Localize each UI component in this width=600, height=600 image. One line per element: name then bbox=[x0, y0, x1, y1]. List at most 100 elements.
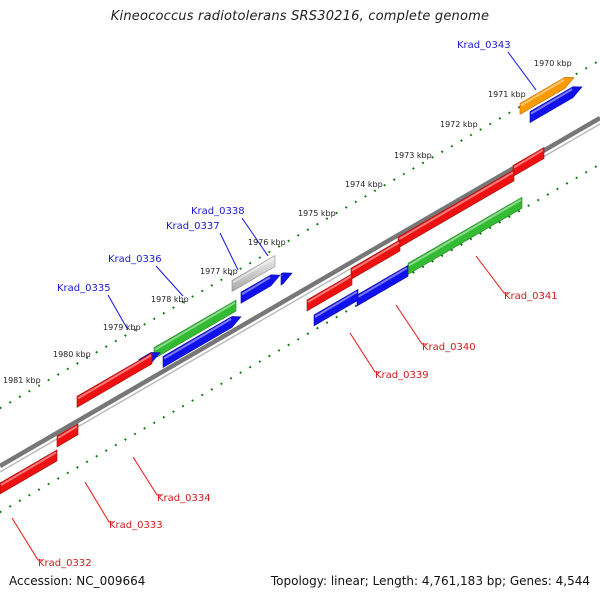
scale-dot bbox=[37, 488, 41, 491]
scale-dot bbox=[239, 267, 242, 271]
scale-dot bbox=[584, 66, 588, 70]
scale-dot bbox=[181, 404, 185, 408]
scale-dot bbox=[85, 460, 89, 464]
scale-dot bbox=[248, 261, 252, 265]
gene-krad-0338-highlight bbox=[232, 257, 275, 284]
scale-dot bbox=[594, 165, 598, 169]
scale-dot bbox=[344, 206, 348, 209]
scale-dot bbox=[66, 471, 70, 475]
scale-dot bbox=[114, 339, 118, 343]
gene-krad-0339-highlight bbox=[314, 291, 358, 318]
scale-dot bbox=[488, 122, 492, 126]
gene-label: Krad_0334 bbox=[157, 493, 211, 504]
scale-dot bbox=[124, 438, 127, 441]
map-title: Kineococcus radiotolerans SRS30216, comp… bbox=[110, 9, 490, 24]
gene-label: Krad_0332 bbox=[38, 558, 92, 569]
scale-dot bbox=[392, 178, 396, 181]
gene-label: Krad_0337 bbox=[166, 221, 220, 232]
scale-dot bbox=[479, 128, 482, 131]
gene-krad-0337 bbox=[153, 299, 237, 360]
gene-krad-0340c bbox=[306, 273, 353, 312]
label-leaders bbox=[11, 51, 537, 561]
scale-dot bbox=[85, 356, 89, 360]
scale-dot bbox=[565, 182, 569, 185]
scale-dot bbox=[28, 493, 31, 497]
scale-dot bbox=[104, 449, 108, 453]
scale-dot bbox=[66, 367, 70, 371]
scale-dot bbox=[460, 139, 463, 142]
scale-dot bbox=[56, 373, 60, 376]
leader-line bbox=[11, 517, 42, 561]
scale-dot bbox=[335, 315, 338, 319]
scale-dot bbox=[508, 215, 511, 219]
gene-krad-0343-highlight bbox=[520, 79, 565, 107]
scale-dot bbox=[469, 133, 473, 137]
gene-label: Krad_0336 bbox=[108, 254, 162, 265]
kbp-label: 1980 kbp bbox=[53, 350, 91, 359]
gene-krad-0341b-highlight bbox=[513, 149, 544, 169]
scale-dot bbox=[383, 183, 386, 187]
kbp-label: 1974 kbp bbox=[345, 180, 383, 189]
scale-dot bbox=[460, 243, 463, 246]
scale-dot bbox=[316, 326, 319, 330]
gene-krad-0342-highlight bbox=[530, 88, 573, 115]
scale-dot bbox=[536, 198, 540, 202]
scale-dot bbox=[431, 259, 434, 263]
gene-label: Krad_0339 bbox=[375, 370, 429, 381]
scale-dot bbox=[287, 239, 290, 243]
gene-labels: Krad_0343 Krad_0338 Krad_0337 Krad_0336 Krad… bbox=[38, 40, 558, 569]
kbp-label: 1972 kbp bbox=[440, 120, 478, 129]
scale-dot bbox=[0, 406, 2, 410]
kbp-label: 1981 kbp bbox=[3, 376, 41, 385]
scale-dot bbox=[191, 399, 194, 402]
scale-dot bbox=[479, 232, 482, 235]
scale-dot bbox=[37, 384, 41, 387]
scale-dot bbox=[421, 161, 425, 165]
scale-dot bbox=[450, 248, 454, 252]
scale-dot bbox=[498, 221, 502, 224]
gene-label: Krad_0338 bbox=[191, 206, 245, 217]
scale-dot bbox=[248, 365, 252, 369]
scale-dot bbox=[450, 144, 454, 148]
gene-krad-0336 bbox=[162, 316, 242, 368]
scale-dot bbox=[517, 105, 521, 109]
scale-dot bbox=[344, 310, 348, 313]
scale-dot bbox=[28, 389, 31, 393]
scale-dot bbox=[296, 233, 300, 237]
scale-dot bbox=[191, 295, 194, 298]
scale-dot bbox=[181, 300, 185, 304]
scale-dot bbox=[316, 222, 319, 226]
kbp-label: 1971 kbp bbox=[488, 90, 526, 99]
gene-krad-0341-highlight bbox=[398, 171, 514, 241]
leader-line bbox=[475, 255, 508, 294]
gene-krad-0342 bbox=[529, 86, 583, 124]
leader-line bbox=[155, 265, 184, 297]
scale-dot bbox=[258, 360, 262, 363]
kbp-label: 1973 kbp bbox=[394, 151, 432, 160]
scale-dot bbox=[95, 454, 98, 458]
scale-dot bbox=[210, 388, 214, 391]
gene-krad-0339b-highlight bbox=[357, 267, 408, 298]
leader-line bbox=[507, 51, 537, 91]
scale-dot bbox=[47, 378, 50, 382]
scale-dot bbox=[56, 477, 60, 480]
kbp-label: 1977 kbp bbox=[200, 267, 238, 276]
kbp-label: 1970 kbp bbox=[534, 59, 572, 68]
gene-krad-0339 bbox=[313, 288, 359, 327]
scale-dot bbox=[104, 345, 108, 349]
scale-dot bbox=[8, 504, 12, 508]
scale-dot bbox=[575, 72, 578, 76]
scale-dot bbox=[469, 237, 473, 241]
scale-dot bbox=[287, 343, 290, 347]
scale-dot bbox=[133, 432, 137, 436]
scale-dot bbox=[527, 204, 530, 208]
gene-krad-0336b-highlight bbox=[241, 276, 271, 296]
scale-dot bbox=[364, 194, 367, 198]
scale-dot bbox=[517, 209, 521, 213]
scale-dot bbox=[546, 193, 550, 196]
scale-dot bbox=[556, 187, 559, 191]
scale-dot bbox=[172, 306, 175, 310]
gene-label: Krad_0341 bbox=[504, 291, 558, 302]
kbp-label: 1979 kbp bbox=[103, 323, 141, 332]
gene-krad-0340b bbox=[350, 239, 401, 280]
